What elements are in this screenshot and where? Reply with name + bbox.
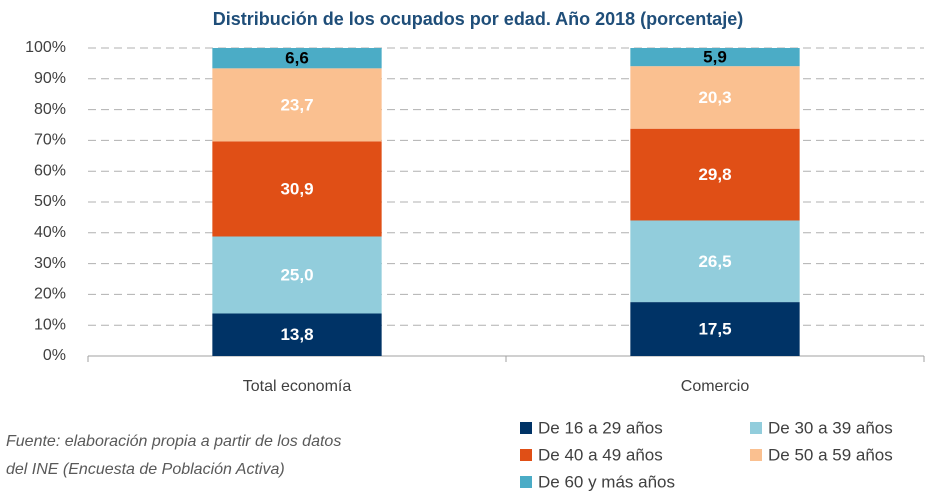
data-label: 30,9 bbox=[280, 179, 313, 198]
y-tick-label: 10% bbox=[34, 316, 66, 333]
legend-label: De 40 a 49 años bbox=[538, 445, 663, 464]
bar-segment bbox=[630, 220, 800, 303]
y-tick-label: 40% bbox=[34, 224, 66, 241]
y-tick-label: 100% bbox=[25, 39, 66, 56]
legend-label: De 30 a 39 años bbox=[768, 418, 893, 437]
y-tick-label: 60% bbox=[34, 162, 66, 179]
bar-segment bbox=[630, 302, 800, 356]
legend-swatch bbox=[520, 449, 532, 461]
source-note: Fuente: elaboración propia a partir de l… bbox=[6, 433, 341, 450]
bar-segment bbox=[212, 236, 382, 314]
legend-swatch bbox=[520, 422, 532, 434]
bar-segment bbox=[630, 66, 800, 129]
data-label: 6,6 bbox=[285, 49, 309, 68]
data-label: 26,5 bbox=[698, 252, 731, 271]
data-label: 13,8 bbox=[280, 325, 313, 344]
legend-label: De 16 a 29 años bbox=[538, 418, 663, 437]
data-label: 29,8 bbox=[698, 165, 731, 184]
y-tick-label: 80% bbox=[34, 101, 66, 118]
y-tick-label: 90% bbox=[34, 70, 66, 87]
legend-swatch bbox=[750, 422, 762, 434]
y-tick-label: 30% bbox=[34, 255, 66, 272]
legend-label: De 60 y más años bbox=[538, 472, 675, 491]
bar-segment bbox=[630, 48, 800, 67]
chart-title: Distribución de los ocupados por edad. A… bbox=[213, 9, 743, 29]
y-tick-label: 50% bbox=[34, 193, 66, 210]
y-tick-label: 70% bbox=[34, 132, 66, 149]
data-label: 5,9 bbox=[703, 48, 727, 67]
bar-segment bbox=[630, 128, 800, 221]
legend-swatch bbox=[520, 476, 532, 488]
bar-segment bbox=[212, 141, 382, 237]
bar-segment bbox=[212, 313, 382, 356]
x-tick-label: Comercio bbox=[681, 378, 750, 395]
data-label: 25,0 bbox=[280, 265, 313, 284]
x-tick-label: Total economía bbox=[243, 378, 352, 395]
y-tick-label: 0% bbox=[43, 347, 66, 364]
data-label: 17,5 bbox=[698, 320, 731, 339]
legend-swatch bbox=[750, 449, 762, 461]
data-label: 23,7 bbox=[280, 95, 313, 114]
bar-segment bbox=[212, 48, 382, 69]
y-tick-label: 20% bbox=[34, 286, 66, 303]
source-note: del INE (Encuesta de Población Activa) bbox=[6, 461, 285, 478]
legend-label: De 50 a 59 años bbox=[768, 445, 893, 464]
data-label: 20,3 bbox=[698, 88, 731, 107]
bar-segment bbox=[212, 68, 382, 142]
